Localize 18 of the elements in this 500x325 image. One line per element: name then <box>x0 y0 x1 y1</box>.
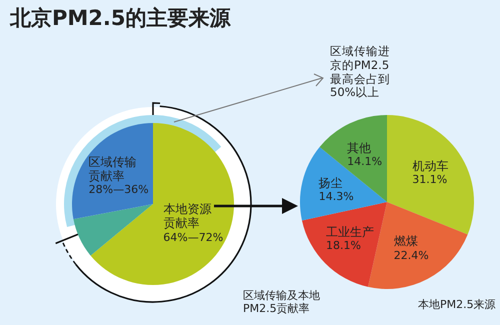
data-label: 31.1% <box>412 173 448 186</box>
slice-label: 其他 <box>347 140 372 156</box>
slice-label: 本地资源贡献率 <box>163 202 212 231</box>
data-label: 14.3% <box>318 190 354 204</box>
text: 区域传输及本地PM2.5贡献率 <box>243 289 321 316</box>
data-label: 18.1% <box>326 239 362 252</box>
chart-title: 北京PM2.5的主要来源 <box>10 6 230 32</box>
slice-label: 机动车 <box>412 158 448 174</box>
data-label: 28%—36% <box>88 183 149 197</box>
text: 本地PM2.5来源 <box>418 298 497 312</box>
data-label: 22.4% <box>394 248 429 262</box>
slice-label: 区域传输贡献率 <box>88 154 138 184</box>
data-label: 14.1% <box>347 155 382 168</box>
text: 区域传输进京的PM2.5最高会占到50%以上 <box>330 44 391 100</box>
slice-label: 工业生产 <box>326 224 374 240</box>
data-label: 64%—72% <box>163 230 224 244</box>
slice-label: 扬尘 <box>318 176 344 190</box>
slice-label: 燃煤 <box>394 234 419 249</box>
